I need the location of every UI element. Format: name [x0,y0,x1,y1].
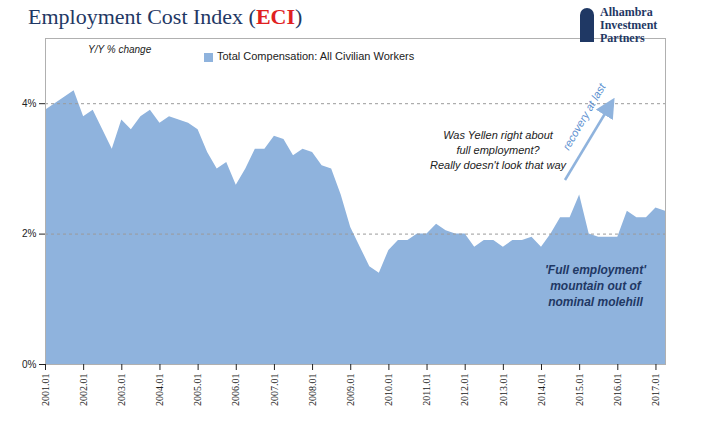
html-text:Was Yellen right about: Was Yellen right about [443,129,553,141]
svg-text:2015.01: 2015.01 [574,374,585,407]
html-text:'Full employment': 'Full employment' [545,263,647,277]
svg-text:2003.01: 2003.01 [116,374,127,407]
html-text:Y/Y % change: Y/Y % change [88,44,152,55]
svg-text:2%: 2% [22,228,37,239]
html-text:mountain out of: mountain out of [550,279,641,293]
svg-text:2005.01: 2005.01 [192,374,203,407]
html-text:Partners: Partners [600,31,645,45]
svg-text:2002.01: 2002.01 [78,374,89,407]
svg-text:2001.01: 2001.01 [40,374,51,407]
svg-text:2007.01: 2007.01 [269,374,280,407]
svg-text:2008.01: 2008.01 [307,374,318,407]
svg-text:2016.01: 2016.01 [612,374,623,407]
svg-text:2011.01: 2011.01 [421,374,432,406]
svg-text:0%: 0% [22,359,37,370]
svg-text:2006.01: 2006.01 [230,374,241,407]
html-text:Employment Cost Index (ECI): Employment Cost Index (ECI) [28,4,303,29]
html-text:nominal molehill: nominal molehill [548,295,643,309]
html-text:recovery at last: recovery at last [560,81,608,152]
html-text:Total Compensation: All Civili: Total Compensation: All Civilian Workers [217,50,415,62]
svg-text:2012.01: 2012.01 [459,374,470,407]
svg-text:2014.01: 2014.01 [536,374,547,407]
html-text:full employment?: full employment? [456,144,540,156]
svg-text:2010.01: 2010.01 [383,374,394,407]
html-text:Really doesn't look that way: Really doesn't look that way [430,159,566,171]
svg-text:2017.01: 2017.01 [650,374,661,407]
svg-text:2004.01: 2004.01 [154,374,165,407]
svg-text:2013.01: 2013.01 [498,374,509,407]
html-text:Investment: Investment [600,18,658,32]
html-text:Alhambra: Alhambra [600,5,653,19]
svg-text:4%: 4% [22,98,37,109]
svg-text:2009.01: 2009.01 [345,374,356,407]
